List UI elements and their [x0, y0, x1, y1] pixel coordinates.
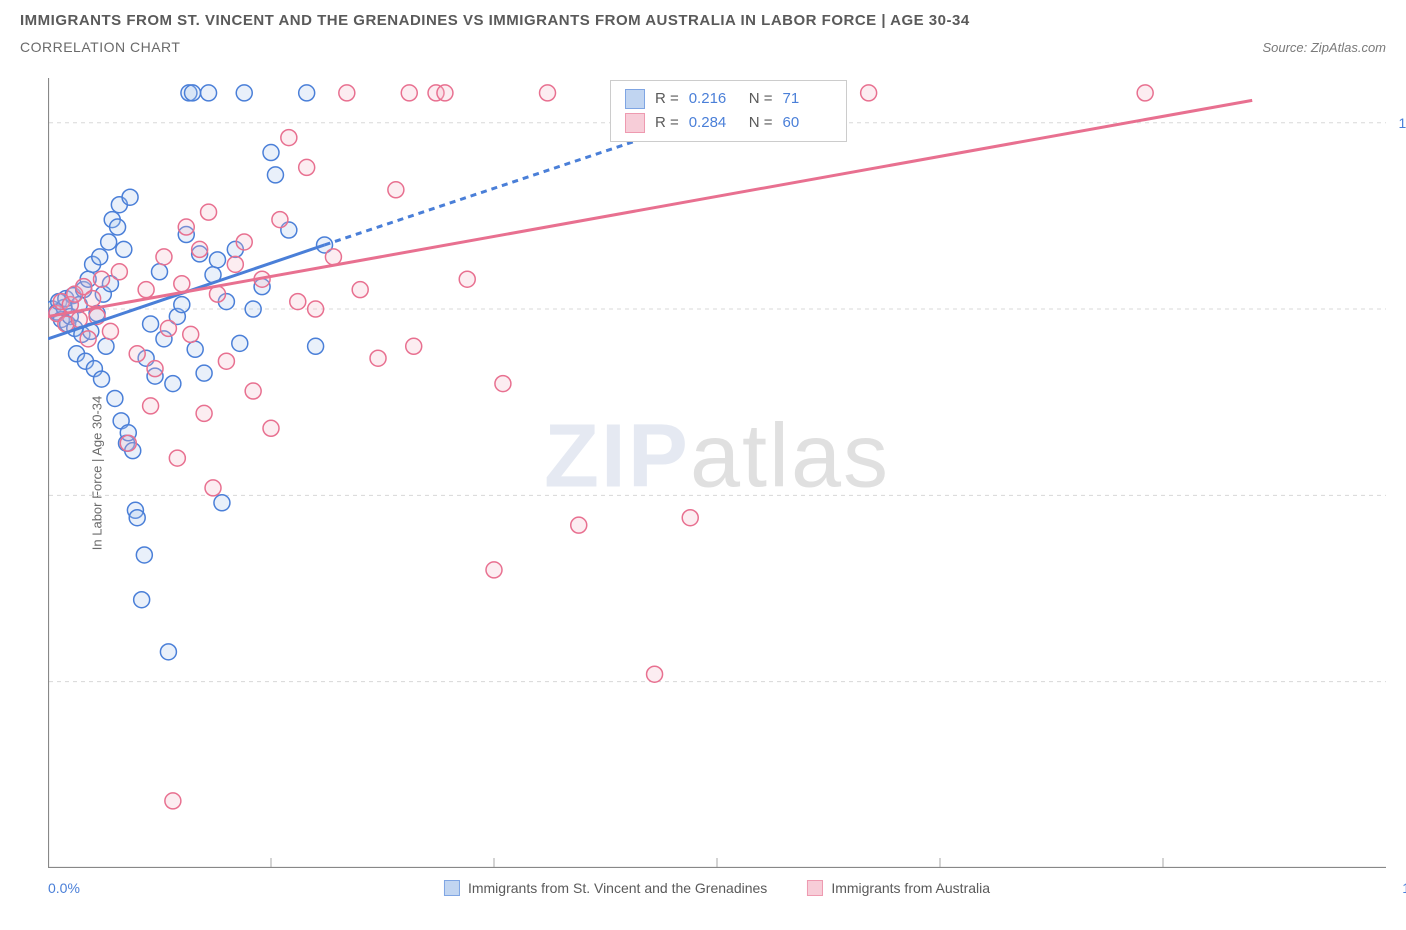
- chart-subtitle: CORRELATION CHART: [20, 39, 180, 55]
- legend-swatch: [444, 880, 460, 896]
- bottom-legend: Immigrants from St. Vincent and the Gren…: [444, 880, 990, 896]
- r-value: 0.216: [689, 87, 739, 111]
- stat-row: R = 0.284 N = 60: [625, 111, 833, 135]
- n-value: 60: [782, 111, 832, 135]
- scatter-plot: [48, 78, 1386, 868]
- legend-label: Immigrants from St. Vincent and the Gren…: [468, 880, 767, 896]
- r-value: 0.284: [689, 111, 739, 135]
- legend-item: Immigrants from St. Vincent and the Gren…: [444, 880, 767, 896]
- legend-label: Immigrants from Australia: [831, 880, 990, 896]
- correlation-stat-box: R = 0.216 N = 71 R = 0.284 N = 60: [610, 80, 848, 142]
- n-label: N =: [749, 111, 773, 135]
- r-label: R =: [655, 87, 679, 111]
- source-label: Source: ZipAtlas.com: [1262, 40, 1386, 55]
- stat-row: R = 0.216 N = 71: [625, 87, 833, 111]
- r-label: R =: [655, 111, 679, 135]
- chart-area: In Labor Force | Age 30-34 ZIPatlas 62.5…: [48, 78, 1386, 868]
- stat-swatch: [625, 113, 645, 133]
- x-min-label: 0.0%: [48, 880, 80, 896]
- x-max-label: 15.0%: [1402, 880, 1406, 896]
- stat-swatch: [625, 89, 645, 109]
- legend-swatch: [807, 880, 823, 896]
- n-value: 71: [782, 87, 832, 111]
- y-tick-label: 100.0%: [1399, 115, 1406, 131]
- chart-title: IMMIGRANTS FROM ST. VINCENT AND THE GREN…: [20, 12, 1386, 29]
- n-label: N =: [749, 87, 773, 111]
- legend-item: Immigrants from Australia: [807, 880, 990, 896]
